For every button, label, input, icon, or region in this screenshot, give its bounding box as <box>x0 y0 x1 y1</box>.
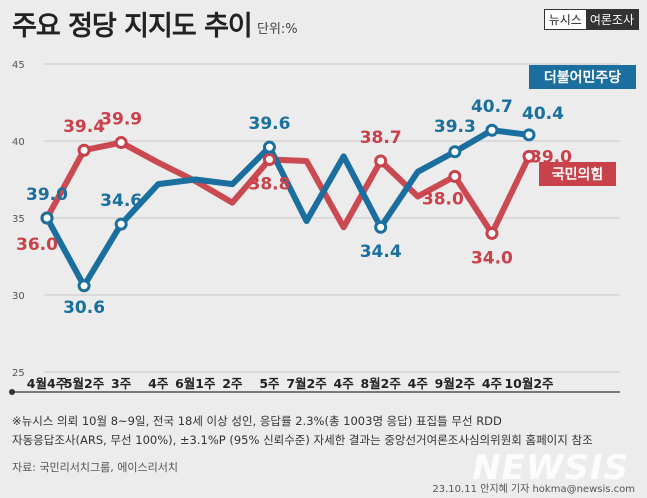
data-label: 39.6 <box>248 114 290 134</box>
data-point <box>40 211 54 225</box>
newsis-logo: NEWSIS <box>472 448 629 488</box>
data-label: 40.7 <box>471 97 513 117</box>
data-label: 30.6 <box>63 298 105 318</box>
x-tick-label: 4주 <box>334 376 355 391</box>
data-point <box>448 145 462 159</box>
data-point <box>262 152 276 166</box>
source-note: 자료: 국민리서치그룹, 에이스리서치 <box>12 461 178 474</box>
series-line-minjoo <box>44 127 532 289</box>
data-label: 39.3 <box>434 117 476 137</box>
x-tick-label: 3주 <box>111 376 132 391</box>
data-label: 38.7 <box>360 128 402 148</box>
x-tick-label: 4주 <box>408 376 429 391</box>
y-tick-label: 40 <box>12 137 25 148</box>
x-tick-label: 2주 <box>222 376 243 391</box>
data-point <box>77 143 91 157</box>
legend-label: 더불어민주당 <box>544 69 621 86</box>
data-point <box>448 169 462 183</box>
footnote-line-1: ※뉴시스 의뢰 10월 8~9일, 전국 18세 이상 성인, 응답률 2.3%… <box>12 414 502 428</box>
x-tick-label: 8월2주 <box>360 376 401 391</box>
x-axis-end-dot <box>9 389 15 395</box>
brand-right: 여론조사 <box>585 10 638 29</box>
legend-label: 국민의힘 <box>552 166 604 183</box>
x-tick-label: 4주 <box>482 376 503 391</box>
brand-badge: 뉴시스 여론조사 <box>543 9 639 30</box>
data-label: 34.4 <box>360 242 402 262</box>
data-label: 36.0 <box>16 235 58 255</box>
x-tick-label: 4주 <box>148 376 169 391</box>
data-point <box>374 154 388 168</box>
y-tick-label: 45 <box>12 60 25 71</box>
x-tick-label: 9월2주 <box>435 376 476 391</box>
series-line-ppp <box>44 139 532 237</box>
credit-note: 23.10.11 안지혜 기자 hokma@newsis.com <box>432 484 635 495</box>
chart-title: 주요 정당 지지도 추이 <box>12 11 253 42</box>
data-label: 39.9 <box>100 110 142 130</box>
brand-left: 뉴시스 <box>544 10 586 29</box>
data-point <box>77 279 91 293</box>
data-label: 39.0 <box>26 185 68 205</box>
x-tick-label: 5주 <box>259 376 280 391</box>
x-tick-label: 6월1주 <box>175 376 216 391</box>
data-point <box>374 220 388 234</box>
y-tick-label: 30 <box>12 291 25 302</box>
legend-box <box>529 65 636 89</box>
x-tick-label: 5월2주 <box>64 376 105 391</box>
legend-box <box>539 162 616 186</box>
data-label: 38.8 <box>248 174 290 194</box>
data-point <box>522 149 536 163</box>
data-point <box>114 217 128 231</box>
data-label: 38.0 <box>422 189 464 209</box>
unit-label: 단위:% <box>257 22 298 37</box>
data-label: 39.4 <box>63 117 105 137</box>
y-tick-label: 35 <box>12 214 25 225</box>
x-tick-label: 10월2주 <box>504 376 554 391</box>
x-tick-label: 4월4주 <box>27 376 68 391</box>
data-point <box>485 226 499 240</box>
data-point <box>114 136 128 150</box>
data-label: 34.6 <box>100 191 142 211</box>
data-point <box>522 128 536 142</box>
data-point <box>485 123 499 137</box>
y-tick-label: 25 <box>12 368 25 379</box>
data-point <box>262 140 276 154</box>
x-tick-label: 7월2주 <box>286 376 327 391</box>
data-label: 40.4 <box>522 104 564 124</box>
footnote-line-2: 자동응답조사(ARS, 무선 100%), ±3.1%P (95% 신뢰수준) … <box>12 433 593 447</box>
data-label: 34.0 <box>471 248 513 268</box>
